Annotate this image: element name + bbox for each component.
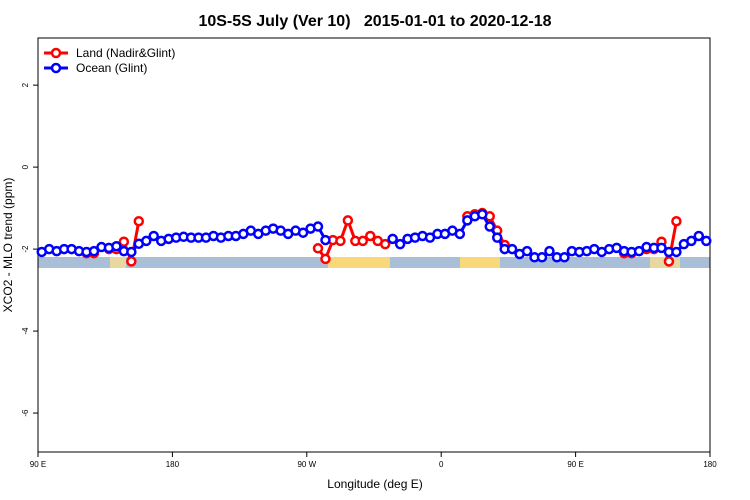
data-point [312, 243, 324, 254]
chart-title: 10S-5S July (Ver 10) 2015-01-01 to 2020-… [198, 13, 551, 30]
y-axis-label: XCO2 - MLO trend (ppm) [1, 178, 15, 313]
data-point [671, 215, 682, 227]
map-land [460, 257, 500, 268]
data-point [387, 233, 398, 245]
data-point [141, 235, 152, 247]
x-tick-label: 90 W [297, 460, 316, 469]
data-point [148, 230, 159, 242]
data-point [536, 252, 548, 263]
data-point [297, 227, 309, 238]
data-point [88, 245, 100, 257]
data-point [491, 232, 503, 243]
data-point [320, 253, 331, 265]
map-land [110, 257, 126, 268]
data-point [477, 209, 488, 220]
data-point [365, 230, 376, 242]
y-tick-label: -6 [21, 409, 30, 417]
y-tick-label: 2 [21, 82, 30, 87]
data-point [126, 256, 137, 267]
x-tick-label: 180 [703, 460, 717, 469]
data-point [126, 246, 137, 258]
y-tick-label: 0 [21, 164, 30, 169]
data-point [693, 230, 705, 242]
legend-marker [50, 47, 62, 59]
data-point [379, 238, 391, 250]
data-point [335, 235, 346, 247]
data-point [320, 234, 331, 246]
x-axis-label: Longitude (deg E) [327, 477, 422, 491]
data-point [111, 240, 122, 252]
data-point [454, 228, 466, 240]
data-point [656, 242, 667, 254]
legend-label: Ocean (Glint) [76, 61, 147, 75]
y-tick-label: -4 [21, 327, 30, 335]
data-point [357, 235, 369, 247]
data-point [394, 238, 406, 250]
data-point [701, 235, 712, 247]
data-point [462, 215, 473, 226]
plot-frame [37, 37, 711, 453]
data-point [633, 245, 645, 257]
x-tick-label: 0 [439, 460, 444, 469]
data-point [686, 235, 697, 247]
data-point [342, 215, 354, 226]
y-tick-label: -2 [21, 245, 30, 253]
x-tick-label: 90 E [567, 460, 583, 469]
data-point [663, 256, 675, 267]
data-point [118, 236, 130, 247]
data-point [521, 245, 533, 257]
data-point [312, 221, 324, 232]
map-land [328, 257, 390, 268]
data-point [484, 221, 495, 232]
data-point [544, 245, 555, 257]
data-point [133, 215, 145, 227]
x-tick-label: 90 E [30, 460, 46, 469]
data-point [671, 246, 682, 258]
legend-label: Land (Nadir&Glint) [76, 46, 175, 60]
data-point [506, 243, 518, 255]
data-point [559, 252, 570, 263]
legend-marker [50, 62, 62, 74]
x-tick-label: 180 [166, 460, 180, 469]
